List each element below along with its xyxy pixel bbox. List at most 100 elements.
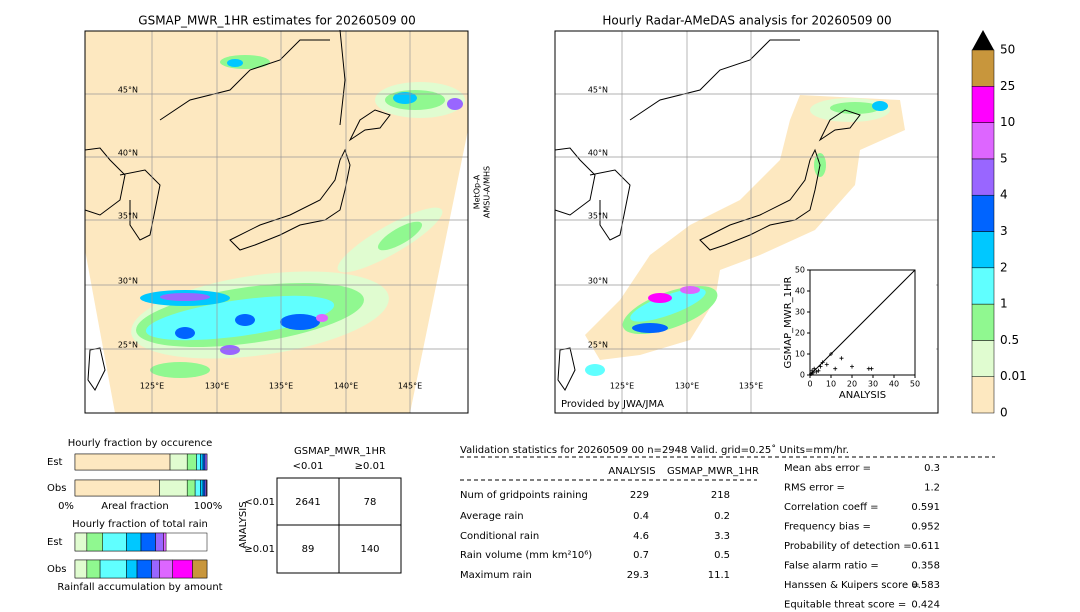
row-label: Obs — [47, 564, 66, 575]
colorbar-label: 3 — [1000, 224, 1008, 238]
map-frame — [84, 30, 469, 414]
contingency-table: GSMAP_MWR_1HR<0.01 ≥0.01<0.01≥0.01ANALYSI… — [238, 446, 402, 574]
fraction-segment — [74, 479, 160, 497]
score-value: 0.358 — [911, 561, 940, 572]
point — [869, 366, 874, 371]
point — [814, 369, 819, 374]
map-title: GSMAP_MWR_1HR estimates for 20260509 00 — [138, 14, 415, 28]
y-tick-label: 0 — [800, 371, 805, 380]
graticule: 45°N 40°N 35°N 30°N 25°N 125°E 130°E 135°E 140°E… — [85, 31, 468, 413]
point — [829, 352, 833, 356]
axis-label: 100% — [194, 501, 223, 512]
score-value: 0.424 — [911, 600, 940, 611]
lon-label: 135°E — [739, 382, 763, 391]
satellite-label: MetOp-A — [473, 174, 482, 209]
score-value: 0.611 — [911, 541, 940, 552]
point — [809, 371, 814, 376]
fraction-segment — [200, 479, 204, 497]
fraction-charts: Hourly fraction by occurence Hourly fract… — [47, 438, 223, 593]
stat-value: 4.6 — [633, 531, 649, 542]
stat-value: 29.3 — [627, 570, 649, 581]
cell: 89 — [302, 544, 315, 555]
lon-label: 145°E — [398, 382, 422, 391]
fraction-segment — [102, 532, 127, 552]
rain — [131, 55, 465, 378]
lat-label: 45°N — [118, 86, 138, 95]
map2: 45°N 40°N 35°N 30°N 25°N 125°E 130°E 135°E Hour… — [554, 14, 939, 414]
fraction-segment — [159, 479, 188, 497]
cell: 2641 — [295, 497, 320, 508]
cell: 140 — [360, 544, 379, 555]
col-label: <0.01 — [293, 461, 324, 472]
fraction-segment — [200, 453, 204, 471]
x-tick-label: 50 — [910, 380, 920, 389]
extend-arrow — [972, 30, 994, 50]
chart-title: Hourly fraction by occurence — [68, 438, 212, 449]
colorbar-label: 0 — [1000, 406, 1008, 420]
colorbar-label: 2 — [1000, 260, 1008, 274]
chart-title: Hourly fraction of total rain — [72, 519, 208, 530]
score-value: 0.952 — [911, 522, 940, 533]
fraction-segment — [151, 559, 160, 579]
x-tick-label: 40 — [889, 380, 899, 389]
lon-label: 125°E — [610, 382, 634, 391]
lon-label: 130°E — [675, 382, 699, 391]
x-tick-label: 0 — [807, 380, 812, 389]
fraction-segment — [140, 532, 156, 552]
row-label: Est — [47, 537, 63, 548]
point — [818, 364, 823, 369]
fraction-segment — [159, 559, 173, 579]
fraction-segment — [74, 559, 88, 579]
score-value: 1.2 — [924, 483, 940, 494]
color-bin — [971, 122, 995, 160]
colorbar-label: 1 — [1000, 297, 1008, 311]
row-label: Obs — [47, 483, 66, 494]
row-label: ≥0.01 — [244, 544, 275, 555]
col-header: GSMAP_MWR_1HR — [667, 466, 759, 477]
stat-value: 0.2 — [714, 511, 730, 522]
fraction-segment — [206, 479, 208, 497]
lat-label: 30°N — [588, 277, 608, 286]
fraction-segment — [204, 453, 208, 471]
fraction-segment — [155, 532, 164, 552]
inset-bg — [780, 262, 936, 402]
stat-value: 229 — [630, 490, 649, 501]
score-label: False alarm ratio = — [784, 561, 879, 572]
lat-label: 25°N — [588, 341, 608, 350]
stat-value: 0.5 — [714, 550, 730, 561]
point — [820, 360, 825, 365]
x-axis-label: ANALYSIS — [839, 390, 886, 401]
y-tick-label: 40 — [795, 287, 805, 296]
score-label: Probability of detection = — [784, 541, 912, 552]
point — [811, 370, 816, 375]
lon-label: 125°E — [140, 382, 164, 391]
col-header: ANALYSIS — [608, 466, 655, 477]
fraction-segment — [169, 453, 188, 471]
lat-label: 40°N — [118, 149, 138, 158]
fraction-segment — [196, 453, 201, 471]
axis-label: 0% — [58, 501, 74, 512]
lat-label: 35°N — [588, 212, 608, 221]
lat-label: 40°N — [588, 149, 608, 158]
stat-value: 11.1 — [708, 570, 730, 581]
stat-label: Maximum rain — [460, 570, 532, 581]
row-label: <0.01 — [244, 497, 275, 508]
lat-label: 35°N — [118, 212, 138, 221]
color-bin — [971, 376, 995, 414]
cell: 78 — [364, 497, 377, 508]
x-tick-label: 30 — [868, 380, 878, 389]
color-bin — [971, 49, 995, 87]
table-title: GSMAP_MWR_1HR — [294, 446, 386, 457]
lon-label: 135°E — [269, 382, 293, 391]
colorbar-label: 5 — [1000, 151, 1008, 165]
map1: 45°N 40°N 35°N 30°N 25°N 125°E 130°E 135°E 140°E… — [84, 14, 492, 414]
x-tick-label: 10 — [826, 380, 836, 389]
fraction-segment — [172, 559, 193, 579]
point — [833, 366, 838, 371]
colorbar-label: 50 — [1000, 43, 1015, 57]
point — [839, 356, 844, 361]
col-label: ≥0.01 — [355, 461, 386, 472]
stat-label: Conditional rain — [460, 531, 539, 542]
plot-frame — [809, 269, 916, 376]
color-bin — [971, 158, 995, 196]
